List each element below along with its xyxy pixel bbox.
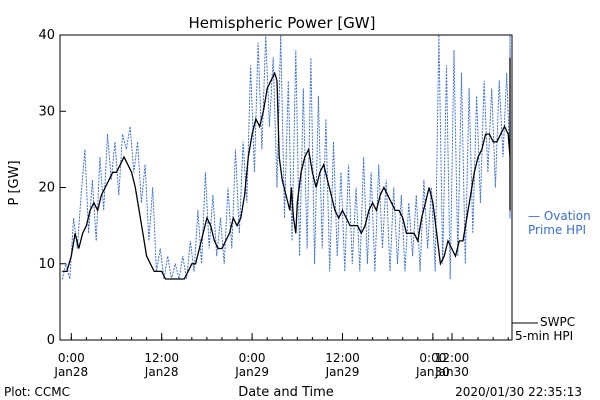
y-tick-label: 0 <box>47 333 55 348</box>
legend-ovation-line1: — Ovation <box>528 209 591 223</box>
legend-ovation-line2: Prime HPI <box>528 223 586 237</box>
series-ovation-prime-hpi <box>61 34 511 280</box>
chart-title: Hemispheric Power [GW] <box>189 14 376 32</box>
series-layer <box>61 34 511 280</box>
plot-timestamp: 2020/01/30 22:35:13 <box>455 385 582 399</box>
x-tick-date-label: Jan28 <box>144 365 179 379</box>
x-tick-date-label: Jan30 <box>415 365 450 379</box>
y-tick-label: 10 <box>38 257 55 272</box>
y-tick-label: 20 <box>38 181 55 196</box>
x-axis-label: Date and Time <box>238 385 334 400</box>
legend-swpc-line2: 5-min HPI <box>515 329 573 343</box>
x-tick-time-label: 0:00 <box>58 351 85 365</box>
x-tick-time-label: 12:00 <box>435 351 470 365</box>
y-tick-label: 30 <box>38 104 55 119</box>
y-axis-ticks: 0 10 20 30 40 <box>38 28 66 348</box>
y-tick-label: 40 <box>38 28 55 43</box>
series-swpc-5min-hpi <box>62 57 511 280</box>
x-tick-time-label: 0:00 <box>419 351 446 365</box>
x-tick-date-label: Jan28 <box>53 365 88 379</box>
x-tick-date-label: Jan29 <box>325 365 360 379</box>
x-tick-time-label: 12:00 <box>325 351 360 365</box>
y-axis-label: P [GW] <box>7 160 22 205</box>
x-tick-time-label: 0:00 <box>239 351 266 365</box>
x-tick-date-label: Jan29 <box>234 365 269 379</box>
x-axis-ticks: 0:00Jan2812:00Jan280:00Jan2912:00Jan290:… <box>53 333 509 379</box>
x-tick-date-label: Jan30 <box>434 365 469 379</box>
plot-credit: Plot: CCMC <box>4 385 70 399</box>
x-tick-time-label: 12:00 <box>144 351 179 365</box>
legend-swpc-line1: SWPC <box>540 315 575 329</box>
